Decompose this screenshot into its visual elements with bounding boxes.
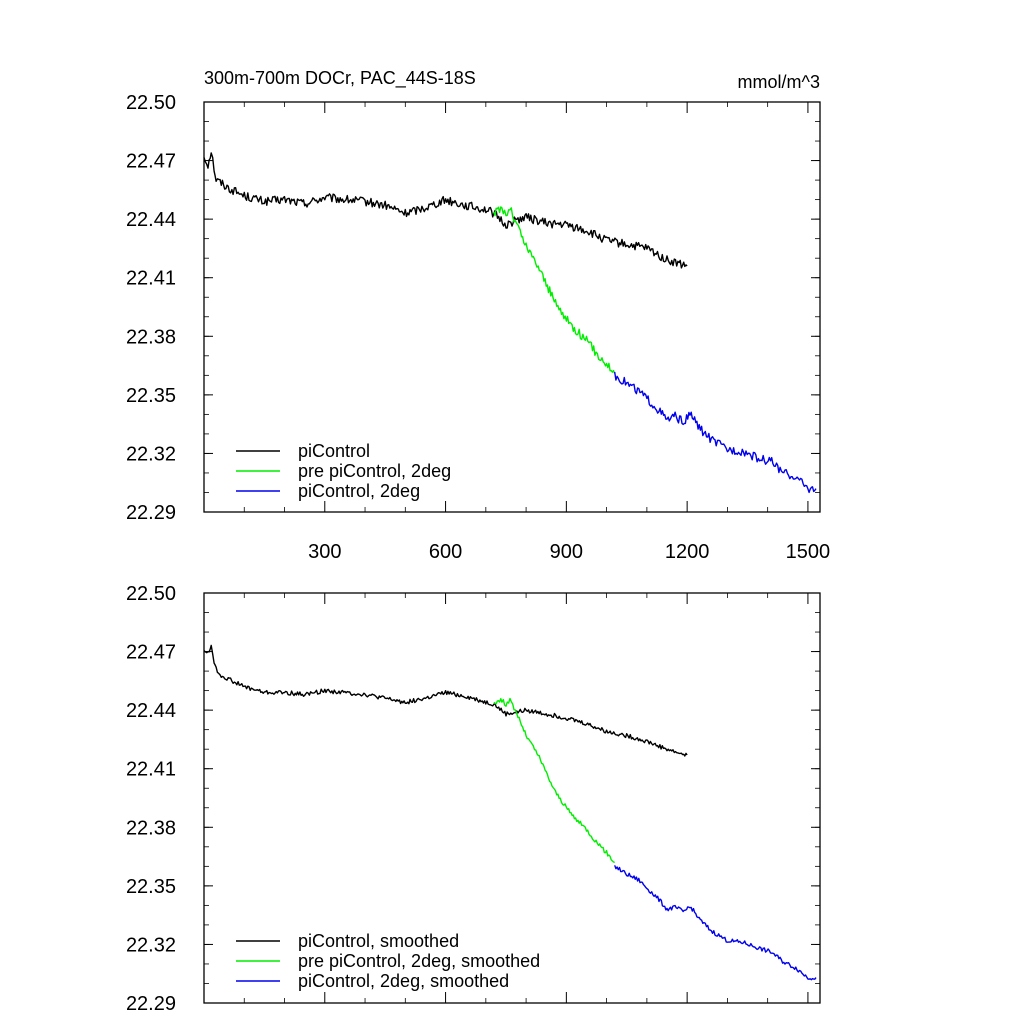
x-tick-label: 300 [308, 541, 341, 563]
x-tick-label: 900 [550, 541, 583, 563]
x-tick-label: 1500 [786, 541, 831, 563]
bottom-panel: 22.29 22.32 22.35 22.38 22.41 22.44 22.47 22.50… [126, 583, 821, 1015]
y-tick-label: 22.32 [126, 443, 176, 465]
x-tick-label: 1200 [665, 541, 710, 563]
series-line [614, 371, 817, 494]
series-line [614, 865, 817, 981]
legend-label: pre piControl, 2deg, smoothed [298, 951, 540, 971]
series-line [493, 697, 615, 864]
legend-label: pre piControl, 2deg [298, 461, 451, 481]
y-tick-label: 22.35 [126, 385, 176, 407]
y-tick-label: 22.47 [126, 642, 176, 664]
y-tick-label: 22.35 [126, 876, 176, 898]
plot-frame [203, 592, 821, 1004]
y-tick-label: 22.38 [126, 817, 176, 839]
y-tick-label: 22.44 [126, 209, 176, 231]
y-tick-label: 22.50 [126, 92, 176, 114]
plot-frame [203, 101, 821, 513]
legend-label: piControl [298, 441, 370, 461]
top-panel: 22.29 22.32 22.35 22.38 22.41 22.44 22.47 22.50… [126, 92, 830, 563]
y-tick-label: 22.41 [126, 759, 176, 781]
x-tick-label: 600 [429, 541, 462, 563]
series-line [203, 152, 688, 269]
units-label: mmol/m^3 [738, 72, 820, 92]
chart-title: 300m-700m DOCr, PAC_44S-18S [204, 68, 476, 89]
legend-label: piControl, 2deg, smoothed [298, 971, 509, 991]
y-tick-label: 22.44 [126, 700, 176, 722]
legend-label: piControl, 2deg [298, 481, 420, 501]
y-tick-label: 22.38 [126, 326, 176, 348]
legend-label: piControl, smoothed [298, 931, 459, 951]
y-tick-label: 22.47 [126, 151, 176, 173]
series-line [493, 206, 616, 374]
y-tick-label: 22.32 [126, 934, 176, 956]
y-tick-label: 22.29 [126, 502, 176, 524]
series-line [203, 644, 688, 757]
y-tick-label: 22.29 [126, 993, 176, 1015]
y-tick-label: 22.50 [126, 583, 176, 605]
y-tick-label: 22.41 [126, 268, 176, 290]
